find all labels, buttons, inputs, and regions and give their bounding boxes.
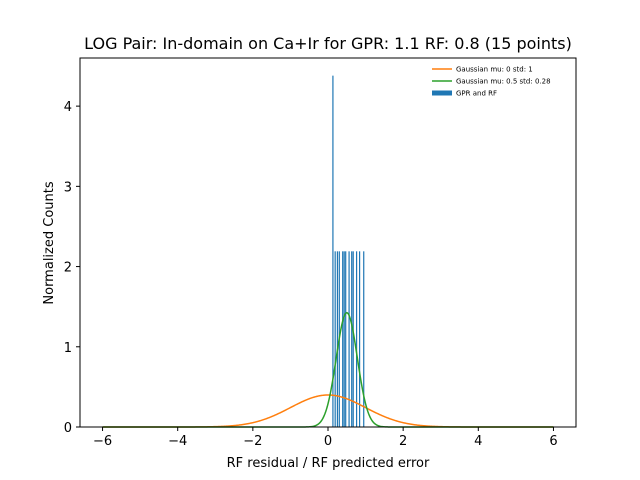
x-tick-label: −2 xyxy=(243,434,262,449)
plot-area xyxy=(102,75,554,428)
x-tick-label: 6 xyxy=(549,434,557,449)
histogram-bar xyxy=(343,251,345,427)
x-tick-label: 2 xyxy=(399,434,407,449)
series-line-2 xyxy=(102,311,554,428)
y-tick-label: 0 xyxy=(64,421,72,436)
histogram-bar xyxy=(332,75,334,427)
legend: Gaussian mu: 0 std: 1 Gaussian mu: 0.5 st… xyxy=(432,66,551,98)
histogram-bar xyxy=(363,251,365,427)
histogram-bar xyxy=(348,251,350,427)
x-tick-label: −4 xyxy=(168,434,187,449)
y-axis: 0 1 2 3 4 xyxy=(64,100,80,436)
histogram-bar xyxy=(345,251,347,427)
x-tick-label: −6 xyxy=(93,434,112,449)
axes-frame xyxy=(79,57,577,428)
x-axis: −6 −4 −2 0 2 4 6 xyxy=(93,427,558,449)
legend-label: Gaussian mu: 0.5 std: 0.28 xyxy=(456,78,551,86)
series-line-1 xyxy=(102,394,554,428)
legend-label: GPR and RF xyxy=(456,90,497,98)
histogram-bar xyxy=(342,251,344,427)
x-tick-label: 4 xyxy=(474,434,482,449)
histogram-bar xyxy=(359,251,361,427)
histogram-bar xyxy=(351,251,353,427)
y-tick-label: 1 xyxy=(64,341,72,356)
x-tick-label: 0 xyxy=(324,434,332,449)
legend-swatch xyxy=(432,90,452,96)
histogram-bar xyxy=(334,251,336,427)
chart-title: LOG Pair: In-domain on Ca+Ir for GPR: 1.… xyxy=(84,34,572,53)
legend-label: Gaussian mu: 0 std: 1 xyxy=(456,66,533,74)
y-tick-label: 2 xyxy=(64,261,72,276)
y-axis-label: Normalized Counts xyxy=(42,181,57,304)
y-tick-label: 4 xyxy=(64,100,72,115)
histogram-bar xyxy=(336,251,339,427)
histogram-bar xyxy=(355,251,358,427)
histogram-bar xyxy=(352,251,354,427)
y-tick-label: 3 xyxy=(64,180,72,195)
x-axis-label: RF residual / RF predicted error xyxy=(227,456,430,471)
